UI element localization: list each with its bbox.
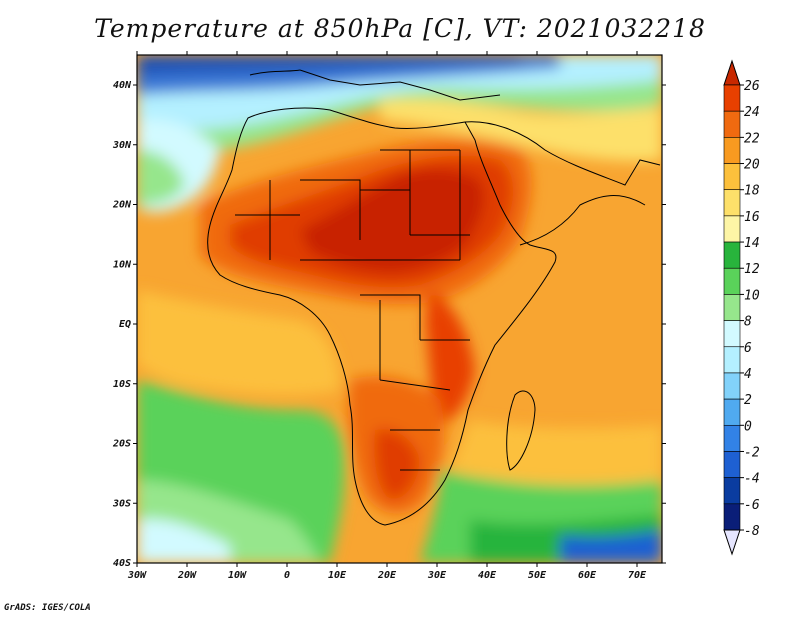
lat-label: 10S <box>113 379 131 390</box>
colorbar-label: 22 <box>744 131 760 146</box>
colorbar-label: 16 <box>744 210 760 225</box>
grads-credit: GrADS: IGES/COLA <box>4 603 91 613</box>
lat-label: 10N <box>113 259 132 270</box>
colorbar-swatch <box>723 503 741 531</box>
colorbar-swatch <box>723 398 741 426</box>
lon-label: 10E <box>328 570 347 581</box>
colorbar-swatch <box>723 189 741 217</box>
lat-label: EQ <box>119 319 131 330</box>
colorbar-top-arrow <box>723 59 741 86</box>
latitude-axis: 40N 30N 20N 10N EQ 10S 20S 30S 40S <box>112 80 666 569</box>
coastlines <box>207 69 661 526</box>
colorbar-swatch <box>723 294 741 321</box>
colorbar-swatch <box>723 346 741 374</box>
colorbar-swatch <box>723 215 741 243</box>
colorbar-swatch <box>723 477 741 505</box>
lon-label: 50E <box>528 570 547 581</box>
colorbar-label: 4 <box>744 367 752 382</box>
lon-label: 0 <box>284 570 290 581</box>
lat-label: 20S <box>112 439 131 450</box>
colorbar-swatch <box>723 241 741 269</box>
temperature-field <box>137 55 662 563</box>
lat-label: 20N <box>112 200 132 211</box>
colorbar-label: 14 <box>744 236 760 251</box>
colorbar-label: 6 <box>744 341 752 356</box>
lat-label: 40N <box>113 80 132 91</box>
colorbar-label: 20 <box>744 158 760 173</box>
lon-label: 20E <box>377 570 397 581</box>
lon-label: 70E <box>628 570 647 581</box>
lon-label: 40E <box>478 570 497 581</box>
lon-label: 20W <box>177 570 197 581</box>
lon-label: 30E <box>427 570 447 581</box>
colorbar-label: 2 <box>744 393 752 408</box>
colorbar-label: 10 <box>744 288 760 303</box>
colorbar-swatch <box>723 424 741 452</box>
colorbar-label: 0 <box>744 419 752 434</box>
lon-label: 10W <box>228 570 247 581</box>
map-frame <box>136 54 663 564</box>
colorbar-swatch <box>723 84 741 112</box>
lat-label: 30S <box>112 498 131 509</box>
colorbar-label: -6 <box>744 498 760 513</box>
colorbar-label: -8 <box>744 524 760 539</box>
colorbar-swatch <box>723 267 741 295</box>
colorbar-label: 26 <box>744 79 760 94</box>
colorbar-bottom-arrow <box>723 529 741 556</box>
colorbar-label: 8 <box>744 315 752 330</box>
colorbar-label: -2 <box>744 445 760 460</box>
colorbar-swatch <box>723 163 741 191</box>
colorbar-swatch <box>723 137 741 164</box>
lat-label: 30N <box>112 140 132 151</box>
colorbar-label: 18 <box>744 184 760 199</box>
chart-title: Temperature at 850hPa [C], VT: 202103221… <box>94 14 706 43</box>
colorbar-label: 24 <box>744 105 760 120</box>
colorbar-label: 12 <box>744 262 760 277</box>
longitude-axis: 30W 20W 10W 0 10E 20E 30E 40E 50E 60E 70E <box>127 51 647 581</box>
lat-label: 40S <box>113 558 131 569</box>
lon-label: 30W <box>127 570 147 581</box>
colorbar-swatch <box>723 320 741 348</box>
colorbar-swatch <box>723 451 741 478</box>
lon-label: 60E <box>578 570 597 581</box>
colorbar-swatch <box>723 110 741 138</box>
colorbar-label: -4 <box>744 472 760 487</box>
colorbar-swatch <box>723 372 741 400</box>
